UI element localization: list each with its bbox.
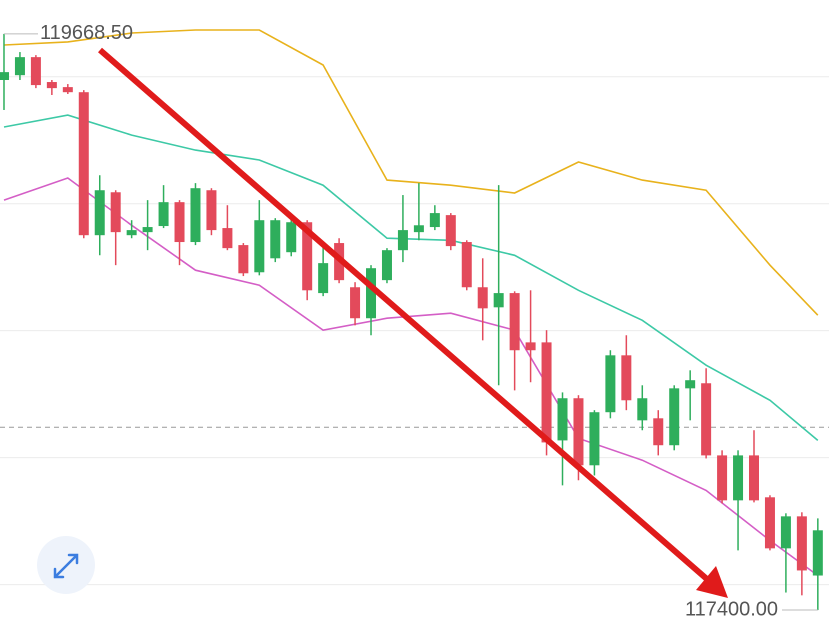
candle-body <box>318 263 329 294</box>
candle-body <box>222 228 233 249</box>
candle-body <box>796 516 807 571</box>
candle-body <box>669 388 680 446</box>
grid <box>0 76 829 586</box>
candle-body <box>14 57 25 76</box>
candle-body <box>461 242 472 288</box>
candle-body <box>142 227 153 233</box>
candle-body <box>780 516 791 549</box>
candle-body <box>286 222 297 253</box>
candle-body <box>653 418 664 446</box>
candle-body <box>30 57 41 86</box>
candle-body <box>541 342 552 443</box>
candle-body <box>525 342 536 351</box>
trend-arrow <box>98 47 728 598</box>
bands <box>3 29 819 577</box>
candle-body <box>477 287 488 309</box>
candle-body <box>413 225 424 233</box>
candle-body <box>126 230 137 236</box>
candle-body <box>206 190 217 231</box>
candle-body <box>110 192 121 233</box>
candle-body <box>397 230 408 251</box>
high-marker-label: 119668.50 <box>40 22 133 44</box>
candle-body <box>701 383 712 456</box>
candle-body <box>158 202 169 227</box>
candle-body <box>589 412 600 466</box>
candle-body <box>748 455 759 501</box>
expand-button[interactable] <box>37 536 95 594</box>
candle-body <box>270 220 281 259</box>
expand-icon[interactable] <box>53 553 79 579</box>
candle-body <box>573 398 584 466</box>
candle-body <box>733 455 744 501</box>
candle-body <box>254 220 265 273</box>
candle-body <box>493 293 504 308</box>
candle-body <box>621 355 632 401</box>
candle-body <box>94 190 105 236</box>
candle-body <box>717 455 728 501</box>
candle-body <box>685 380 696 389</box>
candle-body <box>637 398 648 421</box>
candle-body <box>557 398 568 441</box>
arrow-head <box>696 566 728 598</box>
candles <box>0 33 823 611</box>
candle-body <box>429 213 440 228</box>
candle-body <box>812 530 823 576</box>
low-marker-label: 117400.00 <box>685 598 778 620</box>
candle-body <box>605 355 616 413</box>
band-middle <box>3 114 819 442</box>
candle-body <box>238 245 249 274</box>
labels: 119668.50 117400.00 <box>3 22 818 620</box>
candle-body <box>381 250 392 281</box>
candle-body <box>78 92 89 236</box>
candle-body <box>190 188 201 243</box>
candle-body <box>302 222 313 291</box>
candle-body <box>0 72 9 81</box>
band-upper <box>3 29 819 316</box>
arrow-shaft <box>98 47 710 583</box>
candle-body <box>46 82 57 89</box>
candle-body <box>62 87 73 93</box>
candle-body <box>366 268 377 319</box>
candle-body <box>174 202 185 243</box>
candle-body <box>350 287 361 319</box>
candle-body <box>445 215 456 247</box>
candle-body <box>509 293 520 351</box>
band-lower <box>3 177 819 577</box>
candle-body <box>764 497 775 549</box>
